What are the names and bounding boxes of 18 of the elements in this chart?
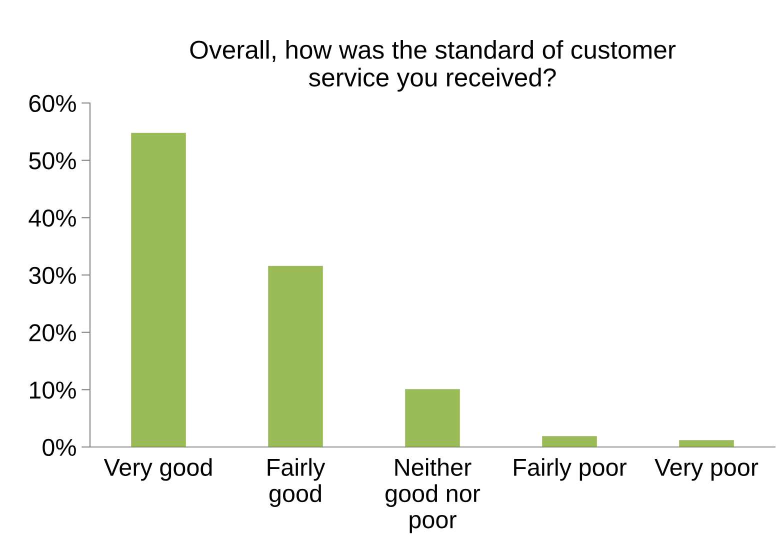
y-tick-label: 50% <box>29 152 76 170</box>
y-tick-label: 60% <box>29 94 76 112</box>
y-tick-label: 10% <box>30 382 76 399</box>
x-tick-label: Fairly good <box>268 458 326 507</box>
y-tick-label: 40% <box>28 210 76 227</box>
y-tick-label: 30% <box>29 266 76 284</box>
bar <box>268 266 323 447</box>
bar <box>131 132 186 447</box>
bar <box>542 436 597 447</box>
y-tick-label: 20% <box>29 324 76 342</box>
x-tick-label: Fairly poor <box>514 458 627 481</box>
x-tick-label: Very good <box>104 458 212 481</box>
chart-title: Overall, how was the standard of customer service you received? <box>190 40 676 92</box>
x-tick-label: Very poor <box>654 459 758 481</box>
x-tick-label: Neither good nor poor <box>386 458 480 534</box>
bar <box>679 440 734 447</box>
y-tick-label: 0% <box>42 438 76 456</box>
bar <box>405 389 460 447</box>
